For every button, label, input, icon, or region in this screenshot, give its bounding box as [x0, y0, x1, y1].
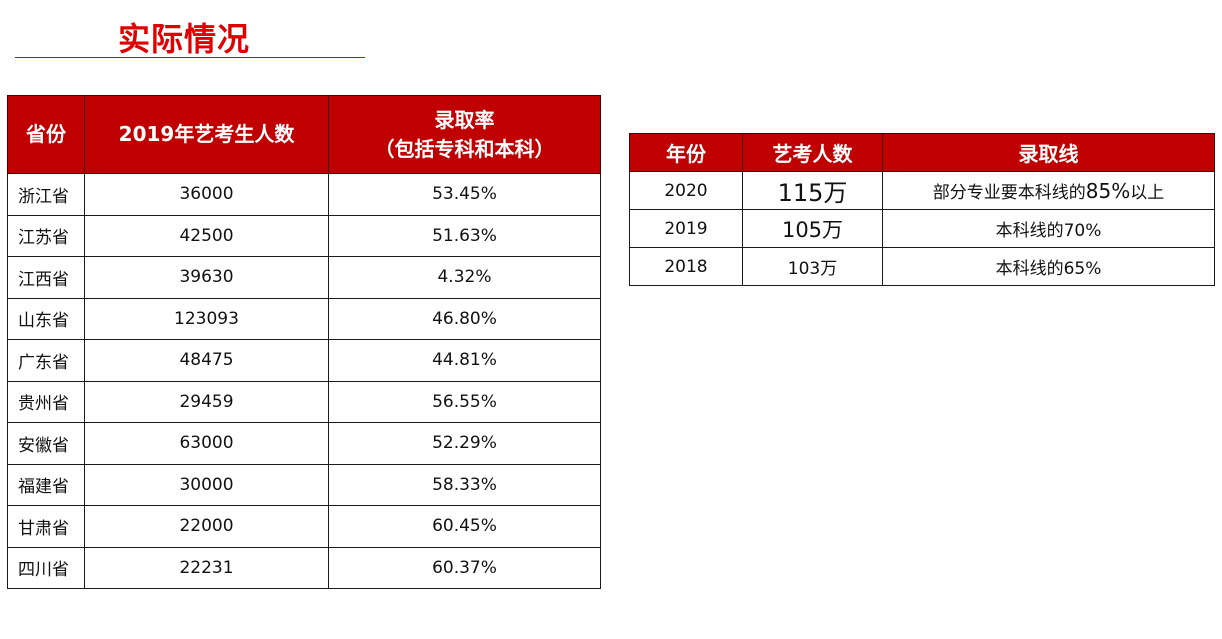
table-row: 江苏省 42500 51.63% [7, 214, 601, 257]
table-row: 2019 105万 本科线的70% [629, 209, 1215, 248]
count-cell: 29459 [84, 380, 329, 423]
count-cell: 36000 [84, 173, 329, 216]
rate-cell: 4.32% [328, 256, 601, 299]
header-admission-rate: 录取率 （包括专科和本科） [328, 95, 601, 174]
count-cell: 63000 [84, 422, 329, 465]
province-cell: 甘肃省 [7, 505, 85, 548]
header-year: 年份 [629, 133, 743, 172]
province-admission-table: 省份 2019年艺考生人数 录取率 （包括专科和本科） 浙江省 36000 53.… [7, 95, 601, 589]
province-cell: 江苏省 [7, 214, 85, 257]
header-province: 省份 [7, 95, 85, 174]
count-cell: 39630 [84, 256, 329, 299]
count-cell: 48475 [84, 339, 329, 382]
table-header-row: 年份 艺考人数 录取线 [629, 133, 1215, 172]
table-row: 2018 103万 本科线的65% [629, 247, 1215, 286]
count-cell: 30000 [84, 463, 329, 506]
rate-cell: 46.80% [328, 297, 601, 340]
table-row: 浙江省 36000 53.45% [7, 173, 601, 216]
table-row: 安徽省 63000 52.29% [7, 422, 601, 465]
table-row: 2020 115万 部分专业要本科线的85%以上 [629, 171, 1215, 210]
table-row: 贵州省 29459 56.55% [7, 380, 601, 423]
count-cell: 42500 [84, 214, 329, 257]
line-prefix: 部分专业要本科线的 [932, 183, 1086, 203]
applicants-cell: 105万 [742, 209, 883, 248]
province-cell: 贵州省 [7, 380, 85, 423]
rate-cell: 44.81% [328, 339, 601, 382]
rate-cell: 56.55% [328, 380, 601, 423]
admission-line-cell: 部分专业要本科线的85%以上 [882, 171, 1215, 210]
header-rate-line2: （包括专科和本科） [374, 136, 555, 161]
rate-cell: 58.33% [328, 463, 601, 506]
province-cell: 山东省 [7, 297, 85, 340]
header-applicant-count: 2019年艺考生人数 [84, 95, 329, 174]
header-rate-line1: 录取率 [434, 107, 495, 132]
yearly-admission-line-table: 年份 艺考人数 录取线 2020 115万 部分专业要本科线的85%以上 201… [629, 133, 1215, 286]
year-cell: 2020 [629, 171, 743, 210]
rate-cell: 60.45% [328, 505, 601, 548]
admission-line-cell: 本科线的70% [882, 209, 1215, 248]
line-percent: 85% [1085, 179, 1131, 203]
count-cell: 123093 [84, 297, 329, 340]
province-cell: 浙江省 [7, 173, 85, 216]
header-applicants: 艺考人数 [742, 133, 883, 172]
header-admission-line: 录取线 [882, 133, 1215, 172]
table-row: 四川省 22231 60.37% [7, 546, 601, 589]
table-row: 江西省 39630 4.32% [7, 256, 601, 299]
table-row: 山东省 123093 46.80% [7, 297, 601, 340]
title-underline [15, 57, 365, 58]
count-cell: 22231 [84, 546, 329, 589]
province-cell: 安徽省 [7, 422, 85, 465]
table-header-row: 省份 2019年艺考生人数 录取率 （包括专科和本科） [7, 95, 601, 174]
province-cell: 江西省 [7, 256, 85, 299]
table-row: 福建省 30000 58.33% [7, 463, 601, 506]
table-row: 甘肃省 22000 60.45% [7, 505, 601, 548]
table-row: 广东省 48475 44.81% [7, 339, 601, 382]
rate-cell: 60.37% [328, 546, 601, 589]
applicants-cell: 115万 [742, 171, 883, 210]
page-title: 实际情况 [118, 20, 251, 58]
rate-cell: 52.29% [328, 422, 601, 465]
province-cell: 四川省 [7, 546, 85, 589]
rate-cell: 53.45% [328, 173, 601, 216]
rate-cell: 51.63% [328, 214, 601, 257]
applicants-cell: 103万 [742, 247, 883, 286]
province-cell: 福建省 [7, 463, 85, 506]
year-cell: 2019 [629, 209, 743, 248]
line-suffix: 以上 [1130, 183, 1165, 203]
admission-line-cell: 本科线的65% [882, 247, 1215, 286]
year-cell: 2018 [629, 247, 743, 286]
province-cell: 广东省 [7, 339, 85, 382]
count-cell: 22000 [84, 505, 329, 548]
